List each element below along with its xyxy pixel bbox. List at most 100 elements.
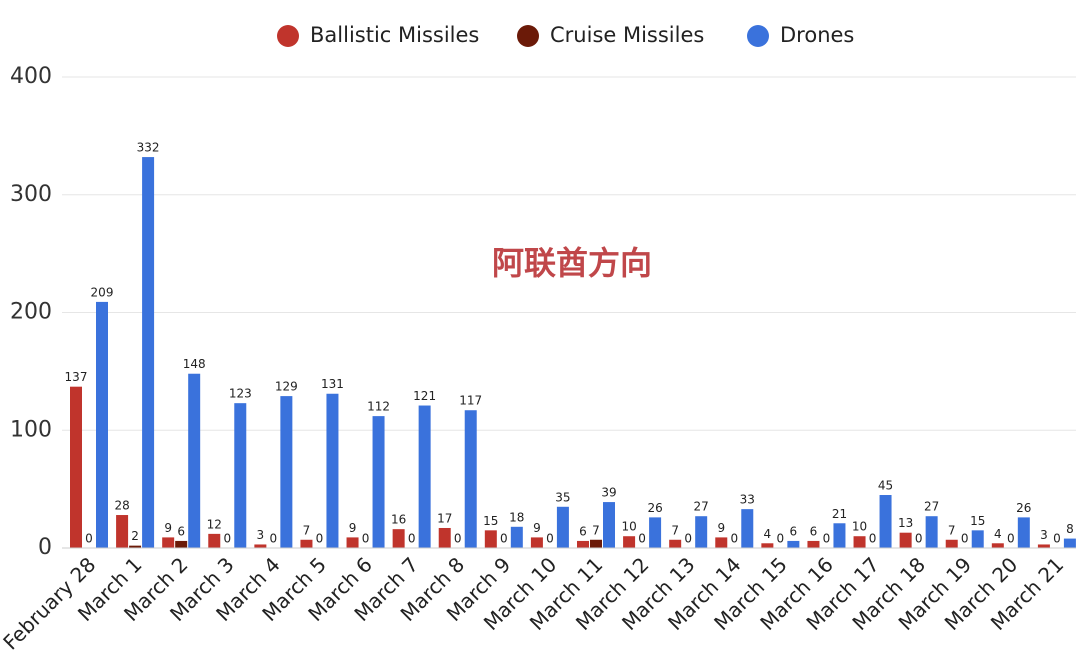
- bar: [715, 537, 728, 548]
- value-label: 16: [391, 513, 406, 527]
- value-label: 10: [621, 520, 636, 534]
- value-label: 9: [717, 521, 725, 535]
- bar: [1037, 544, 1050, 548]
- value-label: 112: [367, 400, 390, 414]
- bar: [254, 544, 267, 548]
- value-label: 0: [85, 532, 93, 546]
- legend-swatch: [277, 25, 299, 47]
- bar: [162, 537, 175, 548]
- annotation: 阿联酋方向: [492, 244, 652, 282]
- value-label: 121: [413, 389, 436, 403]
- value-label: 12: [207, 517, 222, 531]
- y-tick-label: 0: [38, 535, 52, 560]
- value-label: 0: [638, 532, 646, 546]
- bar: [577, 540, 589, 548]
- bar: [853, 536, 866, 548]
- bar: [807, 540, 820, 548]
- value-label: 7: [592, 523, 600, 537]
- bar: [188, 373, 201, 548]
- value-label: 45: [878, 479, 893, 493]
- value-label: 117: [459, 394, 482, 408]
- value-label: 123: [229, 387, 252, 401]
- value-label: 0: [1007, 532, 1015, 546]
- value-label: 9: [164, 521, 172, 535]
- bar: [741, 509, 754, 548]
- value-label: 0: [823, 532, 831, 546]
- value-label: 0: [684, 532, 692, 546]
- bar: [346, 537, 359, 548]
- value-label: 209: [91, 285, 114, 299]
- bar: [787, 540, 800, 548]
- bar: [142, 157, 155, 548]
- y-tick-label: 300: [10, 182, 52, 207]
- value-label: 39: [601, 486, 616, 500]
- value-label: 0: [915, 532, 923, 546]
- value-label: 15: [483, 514, 498, 528]
- value-label: 35: [555, 490, 570, 504]
- bar: [280, 396, 293, 548]
- bar: [484, 530, 497, 548]
- y-tick-label: 400: [10, 64, 52, 89]
- bar: [925, 516, 938, 548]
- bar: [695, 516, 708, 548]
- legend-label: Ballistic Missiles: [310, 23, 479, 47]
- value-label: 0: [454, 532, 462, 546]
- value-label: 28: [114, 499, 129, 513]
- legend-swatch: [517, 25, 539, 47]
- value-label: 7: [303, 523, 311, 537]
- bar: [392, 529, 405, 548]
- value-label: 0: [777, 532, 785, 546]
- value-label: 7: [671, 523, 679, 537]
- value-label: 0: [961, 532, 969, 546]
- bar: [175, 540, 188, 548]
- value-label: 0: [1053, 532, 1061, 546]
- value-label: 3: [1040, 528, 1048, 542]
- value-label: 0: [730, 532, 738, 546]
- value-label: 0: [869, 532, 877, 546]
- value-label: 0: [500, 532, 508, 546]
- value-label: 9: [533, 521, 541, 535]
- bar: [945, 539, 958, 548]
- value-label: 4: [764, 527, 772, 541]
- bar: [234, 403, 247, 548]
- bar: [833, 523, 846, 548]
- value-label: 27: [694, 500, 709, 514]
- bar: [70, 386, 82, 548]
- bar: [372, 416, 385, 548]
- bar: [879, 495, 892, 548]
- y-tick-label: 100: [10, 417, 52, 442]
- bar: [1017, 517, 1030, 548]
- value-label: 33: [740, 493, 755, 507]
- value-label: 137: [65, 370, 88, 384]
- legend-swatch: [747, 25, 769, 47]
- bar: [208, 533, 221, 548]
- value-label: 0: [546, 532, 554, 546]
- bar: [300, 539, 313, 548]
- value-label: 26: [647, 501, 662, 515]
- legend-label: Drones: [780, 23, 854, 47]
- value-label: 6: [790, 524, 798, 538]
- bar: [1063, 538, 1076, 548]
- value-label: 10: [852, 520, 867, 534]
- value-label: 18: [509, 510, 524, 524]
- y-tick-label: 200: [10, 300, 52, 325]
- bar: [556, 506, 569, 548]
- value-label: 9: [349, 521, 357, 535]
- value-label: 8: [1066, 522, 1074, 536]
- value-label: 4: [994, 527, 1002, 541]
- bar: [129, 545, 142, 548]
- bar: [510, 526, 523, 548]
- bar: [623, 536, 636, 548]
- value-label: 6: [810, 524, 818, 538]
- bar: [418, 405, 431, 548]
- value-label: 17: [437, 511, 452, 525]
- value-label: 129: [275, 380, 298, 394]
- bar: [649, 517, 662, 548]
- bar: [530, 537, 543, 548]
- value-label: 7: [948, 523, 956, 537]
- value-label: 131: [321, 377, 344, 391]
- bar: [899, 532, 912, 548]
- value-label: 148: [183, 357, 206, 371]
- value-label: 0: [408, 532, 416, 546]
